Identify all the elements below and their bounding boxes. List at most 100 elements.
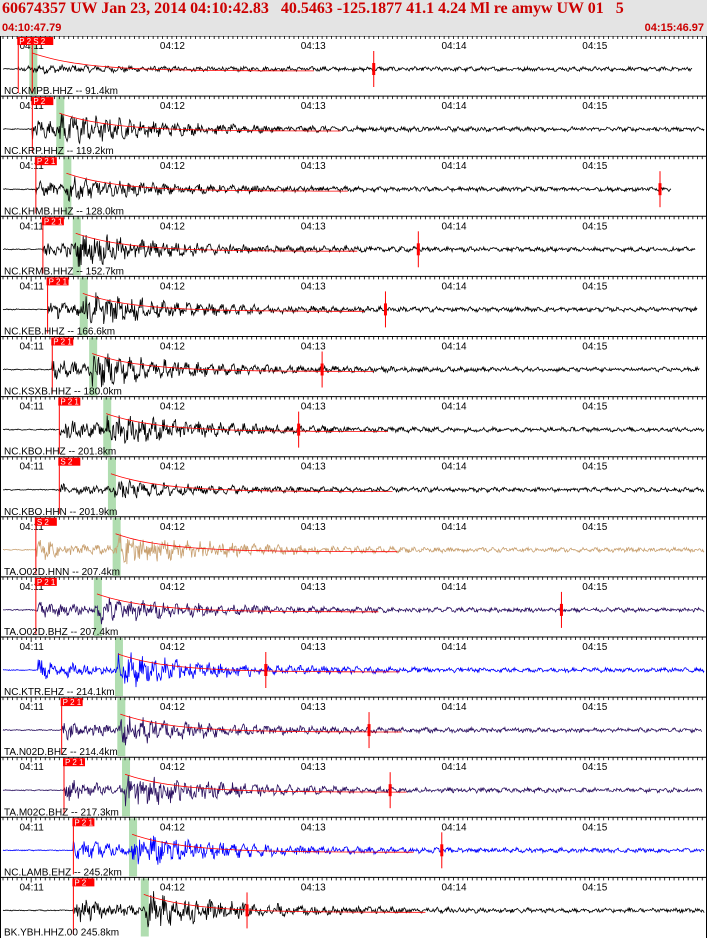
time-label: 04:12 [160,161,185,172]
time-label: 04:14 [441,762,466,773]
waveform [2,114,705,145]
station-label: NC.LAMB.EHZ -- 245.2km [4,867,122,878]
time-label: 04:12 [160,221,185,232]
time-label: 04:14 [441,822,466,833]
time-label: 04:11 [20,522,45,533]
time-label: 04:14 [441,342,466,353]
arrival-window [114,638,123,697]
time-label: 04:11 [20,582,45,593]
station-label: TA.M02C.BHZ -- 217.3km [4,807,119,818]
waveform [2,478,705,499]
time-label: 04:11 [20,342,45,353]
trace-panel: 04:11 04:12 04:13 04:14 04:15 P 2 1 TA.O02D.BH… [0,576,707,638]
pick-flag [51,337,74,346]
time-label: 04:13 [301,822,326,833]
station-label: NC.KTR.EHZ -- 214.1km [4,687,115,698]
pick-label: P 2 1 [65,758,84,767]
trace-panel: 04:11 04:12 04:13 04:14 04:15 P 2 1 NC.KEB.HHZ… [0,275,707,338]
time-label: 04:14 [441,462,466,473]
time-label: 04:12 [160,462,185,473]
trace-panel: 04:11 04:12 04:13 04:14 04:15 P 2 1 NC.KRMB.HH… [0,215,707,277]
amplitude-marker-block [372,63,376,75]
pick-label: P 2 1 [53,338,72,347]
time-label: 04:13 [301,221,326,232]
pick-flag [58,397,81,406]
waveform [2,415,705,444]
time-label: 04:11 [20,221,45,232]
time-label: 04:14 [441,582,466,593]
time-label: 04:15 [582,882,607,893]
station-label: NC.KBO.HHZ -- 201.8km [4,447,116,458]
pick-label: P 2 [19,37,31,46]
time-label: 04:11 [20,462,45,473]
time-label: 04:12 [160,822,185,833]
coda-curve [106,413,388,432]
coda-curve [110,473,393,493]
waveform [2,597,705,625]
arrival-window [93,577,102,636]
station-label: BK.YBH.HHZ.00 245.8km [4,928,119,938]
coda-curve [143,894,426,913]
pick-label: P 2 1 [37,578,56,587]
waveform [2,292,698,325]
time-label: 04:11 [20,882,45,893]
time-label: 04:13 [301,101,326,112]
coda-curve [96,593,379,613]
trace-panel: 04:11 04:12 04:13 04:14 04:15 S 2 TA.O02D.HNN … [0,516,707,578]
time-label: 04:15 [582,822,607,833]
pick-flag [72,878,95,887]
arrival-window [140,878,149,937]
trace-panel: 04:11 04:12 04:13 04:14 04:15 P 2 1 TA.N02D.BH… [0,696,707,758]
time-label: 04:15 [582,221,607,232]
time-label: 04:13 [301,522,326,533]
amplitude-marker-block [383,303,387,316]
amplitude-marker-block [320,363,324,376]
time-label: 04:12 [160,342,185,353]
time-label: 04:15 [582,582,607,593]
coda-curve [59,112,341,132]
coda-curve [124,773,407,793]
waveform [2,835,705,865]
pick-flag [60,698,83,707]
coda-curve [75,232,358,252]
pick-flag [31,97,54,106]
time-label: 04:11 [20,402,45,413]
arrival-window [63,157,72,216]
trace-panel: 04:11 04:12 04:13 04:14 04:15 S 2 NC.KBO.HHN -… [0,456,707,518]
time-label: 04:14 [441,161,466,172]
station-label: NC.KBO.HHN -- 201.9km [4,507,117,518]
station-label: TA.N02D.BHZ -- 214.4km [4,747,118,758]
time-label: 04:12 [160,41,185,52]
waveform [2,63,693,75]
pick-flag [34,157,57,166]
trace-panel: 04:11 04:12 04:13 04:14 04:15 P 2 1 NC.KBO.HHZ… [0,396,707,458]
time-label: 04:11 [20,161,45,172]
time-label: 04:14 [441,101,466,112]
waveform [2,775,703,807]
time-label: 04:14 [441,402,466,413]
time-label: 04:13 [301,281,326,292]
time-label: 04:13 [301,882,326,893]
time-label: 04:11 [20,702,45,713]
station-label: TA.O02D.BHZ -- 207.4km [4,627,118,638]
waveform [2,533,705,565]
coda-curve [117,653,400,673]
time-label: 04:12 [160,702,185,713]
pick-flag [31,37,54,45]
pick-label: S 2 [60,458,73,467]
time-label: 04:12 [160,101,185,112]
pick-flag [63,758,86,767]
time-label: 04:13 [301,402,326,413]
trace-panel: 04:11 04:12 04:13 04:14 04:15 P 2 1 TA.M02C.BH… [0,756,707,818]
time-label: 04:13 [301,41,326,52]
arrival-window [122,758,131,817]
time-label: 04:15 [582,702,607,713]
pick-label: P 2 1 [37,157,56,166]
waveform [2,176,672,203]
time-label: 04:15 [582,281,607,292]
pick-flag [46,277,69,286]
coda-curve [92,353,374,372]
station-label: NC.KRMB.HHZ -- 152.7km [4,266,124,277]
